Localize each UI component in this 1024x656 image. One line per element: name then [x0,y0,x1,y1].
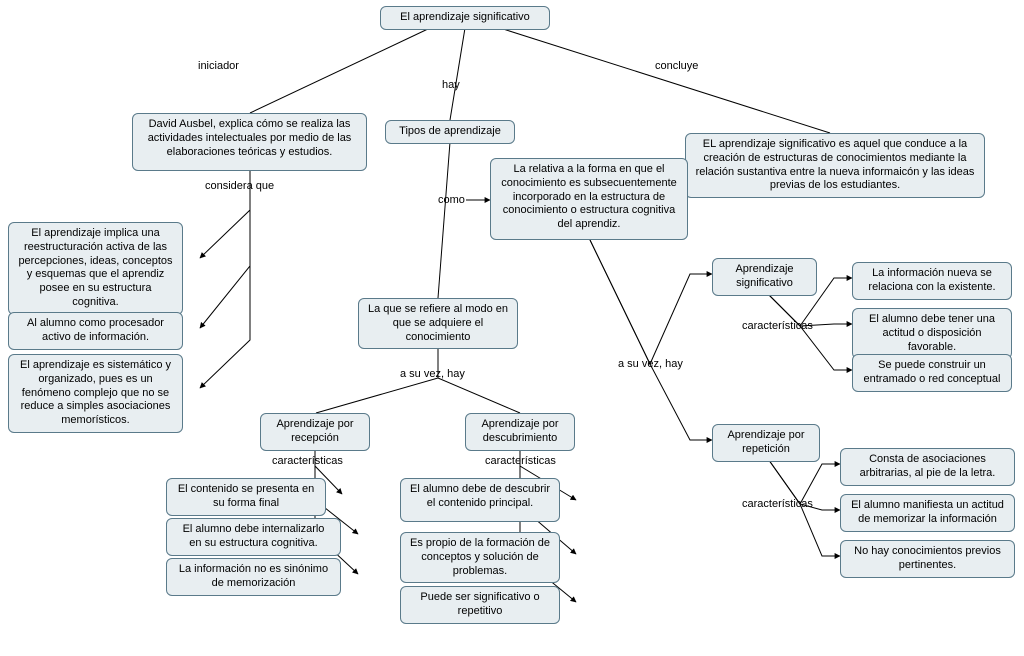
node-rep-carac-1: Consta de asociaciones arbitrarias, al p… [840,448,1015,486]
node-rep-carac-2: El alumno manifiesta un actitud de memor… [840,494,1015,532]
label-caracteristicas-descu: características [485,455,556,467]
label-iniciador: iniciador [198,60,239,72]
node-sig-carac-2: El alumno debe tener una actitud o dispo… [852,308,1012,359]
node-descu-carac-3: Puede ser significativo o repetitivo [400,586,560,624]
label-como: como [438,194,465,206]
label-asuvez-1: a su vez, hay [400,368,465,380]
node-considera-2: Al alumno como procesador activo de info… [8,312,183,350]
node-descubrimiento: Aprendizaje por descubrimiento [465,413,575,451]
node-descu-carac-2: Es propio de la formación de conceptos y… [400,532,560,583]
node-modo: La que se refiere al modo en que se adqu… [358,298,518,349]
node-considera-3: El aprendizaje es sistemático y organiza… [8,354,183,433]
node-considera-1: El aprendizaje implica una reestructurac… [8,222,183,315]
label-considera-que: considera que [205,180,274,192]
node-ausbel: David Ausbel, explica cómo se realiza la… [132,113,367,171]
label-caracteristicas-recep: características [272,455,343,467]
label-hay: hay [442,79,460,91]
node-significativo: Aprendizaje significativo [712,258,817,296]
node-recep-carac-1: El contenido se presenta en su forma fin… [166,478,326,516]
node-repeticion: Aprendizaje por repetición [712,424,820,462]
node-tipos: Tipos de aprendizaje [385,120,515,144]
label-concluye: concluye [655,60,698,72]
node-recep-carac-2: El alumno debe internalizarlo en su estr… [166,518,341,556]
node-conclusion: EL aprendizaje significativo es aquel qu… [685,133,985,198]
node-recep-carac-3: La información no es sinónimo de memoriz… [166,558,341,596]
node-sig-carac-3: Se puede construir un entramado o red co… [852,354,1012,392]
node-root: El aprendizaje significativo [380,6,550,30]
node-forma: La relativa a la forma en que el conocim… [490,158,688,240]
label-asuvez-2: a su vez, hay [618,358,683,370]
node-rep-carac-3: No hay conocimientos previos pertinentes… [840,540,1015,578]
label-caracteristicas-sig: características [742,320,813,332]
node-sig-carac-1: La información nueva se relaciona con la… [852,262,1012,300]
label-caracteristicas-rep: características [742,498,813,510]
node-descu-carac-1: El alumno debe de descubrir el contenido… [400,478,560,522]
node-recepcion: Aprendizaje por recepción [260,413,370,451]
